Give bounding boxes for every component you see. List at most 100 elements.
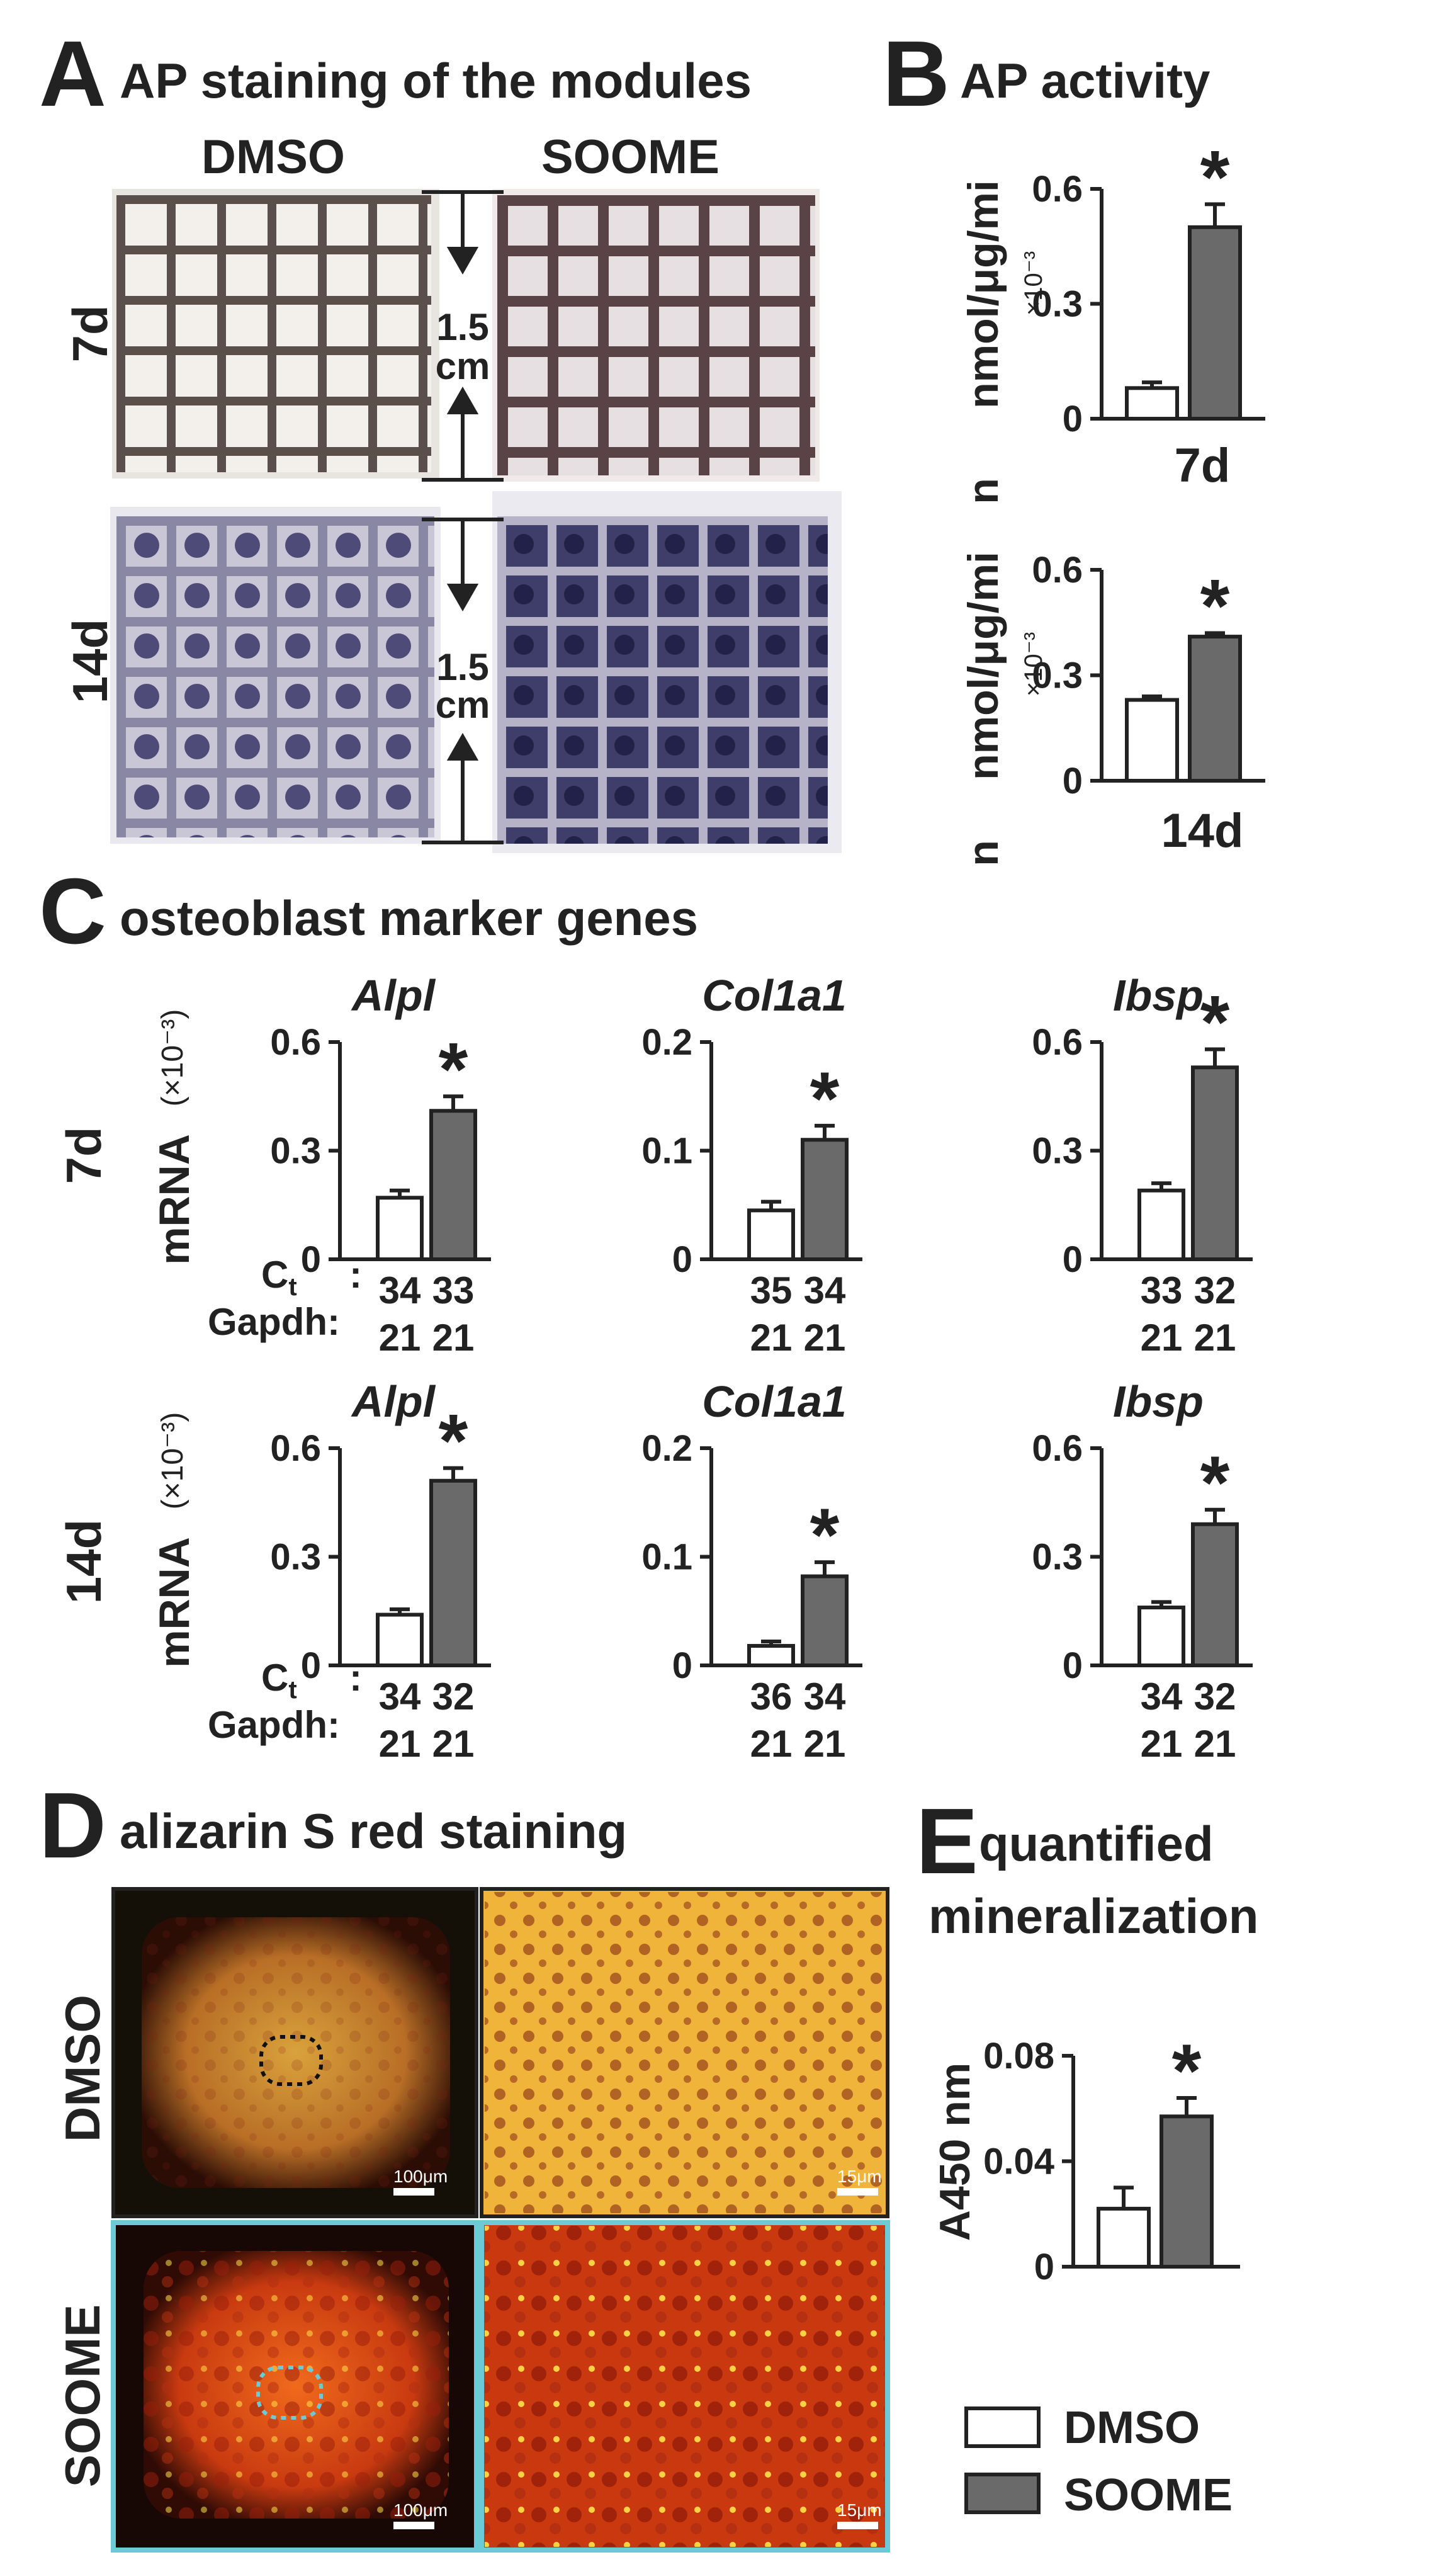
chart-c-14d-alpl: 0 0.3 0.6 *Alpl 34 21 32 21 — [270, 1377, 491, 1765]
gapdh-label-14d: Gapdh: — [208, 1704, 340, 1746]
scalebar-label-dmso-low: 100μm — [393, 2167, 448, 2186]
legend-label-dmso: DMSO — [1064, 2403, 1200, 2453]
module-grid-dmso-7d — [116, 195, 431, 472]
scalebar-soome-high — [837, 2522, 878, 2529]
ct-row-label-7d: Ct : Gapdh: — [208, 1254, 362, 1343]
scalebar-label-soome-high: 15μm — [837, 2500, 882, 2520]
panel-b: B AP activity — [883, 22, 1210, 126]
panel-e-title-line1: quantified — [979, 1816, 1214, 1871]
c-ylabel-7d: mRNA (×10⁻³) — [150, 1009, 198, 1265]
panel-d-title: alizarin S red staining — [120, 1803, 627, 1859]
chart-title: Alpl — [351, 971, 436, 1020]
scale-value-14d: 1.5 — [436, 646, 488, 688]
significance-star: * — [439, 1399, 468, 1483]
bar-dmso — [376, 1196, 424, 1261]
dmso-zoom-region — [259, 2035, 323, 2086]
gapdh-label-7d: Gapdh: — [208, 1301, 340, 1343]
panel-e: E quantified mineralization — [916, 1789, 1258, 1944]
y-tick-label: 0 — [1063, 761, 1083, 802]
gapdh-value: 21 — [432, 1317, 475, 1359]
bar-soome — [429, 1478, 477, 1667]
y-tick-label: 0.3 — [270, 1131, 321, 1172]
chart-title: Col1a1 — [702, 971, 847, 1020]
panel-a: A AP staining of the modules DMSO SOOME … — [39, 22, 842, 853]
significance-star: * — [1172, 2029, 1202, 2113]
chart-title: Alpl — [351, 1377, 436, 1426]
module-grid-soome-14d — [497, 516, 828, 844]
scale-value-7d: 1.5 — [436, 306, 488, 348]
y-tick-label: 0.6 — [270, 1428, 321, 1469]
y-tick-label: 0.3 — [1032, 1537, 1083, 1578]
y-tick-label: 0.6 — [1032, 1022, 1083, 1063]
y-axis-label: nmol/μg/mi — [959, 552, 1007, 780]
y-tick-label: 0.6 — [1032, 550, 1083, 591]
y-tick-label: 0.3 — [270, 1537, 321, 1578]
scalebar-soome-low — [393, 2522, 434, 2529]
panel-d-letter: D — [39, 1774, 106, 1878]
ct-colon-14d: : — [349, 1657, 362, 1699]
bar-soome — [1191, 1065, 1239, 1261]
y-tick-label: 0.08 — [983, 2036, 1054, 2077]
c-ylabel-unit-14d: (×10⁻³) — [156, 1412, 189, 1510]
ct-label-7d: Ct — [261, 1254, 297, 1301]
bar-soome — [1191, 1522, 1239, 1667]
gapdh-value: 21 — [750, 1723, 793, 1765]
chart-c-7d-ibsp: 0 0.3 0.6 *Ibsp 33 21 32 21 — [1032, 971, 1253, 1359]
module-grid-soome-7d — [497, 195, 815, 475]
y-axis-label-cont: n — [959, 840, 1007, 866]
panel-b-title: AP activity — [960, 53, 1210, 108]
ct-value: 32 — [1194, 1269, 1236, 1312]
chart-b-7d: 0 0.3 0.6 * nmol/μg/mi n ×10⁻³ 7d — [959, 135, 1265, 504]
chart-c-14d-ibsp: 0 0.3 0.6 * Ibsp 34 21 32 21 — [1032, 1377, 1253, 1765]
legend-label-soome: SOOME — [1064, 2470, 1233, 2520]
c-row-label-7d: 7d — [56, 1126, 111, 1184]
scalebar-dmso-high — [837, 2188, 878, 2196]
gapdh-value: 21 — [804, 1723, 846, 1765]
row-label-14d: 14d — [62, 619, 118, 703]
x-axis-label: 7d — [1175, 439, 1231, 492]
scalebar-dmso-low — [393, 2188, 434, 2196]
significance-star: * — [1200, 980, 1230, 1065]
panel-e-letter: E — [916, 1789, 978, 1893]
legend: DMSO SOOME — [964, 2403, 1233, 2520]
gapdh-value: 21 — [804, 1317, 846, 1359]
ct-row-label-14d: Ct : Gapdh: — [208, 1657, 362, 1746]
bar-charts: 0 0.3 0.6 * nmol/μg/mi n ×10⁻³ 7d 0 0.3 0.6 * nmol/μ… — [270, 135, 1265, 2287]
gapdh-value: 21 — [1141, 1723, 1183, 1765]
ct-value: 33 — [432, 1269, 475, 1312]
y-tick-label: 0 — [1063, 399, 1083, 439]
ct-value: 36 — [750, 1675, 793, 1718]
soome-zoom-region — [256, 2366, 323, 2420]
ct-value: 32 — [1194, 1675, 1236, 1718]
c-ylabel-14d: mRNA (×10⁻³) — [150, 1412, 198, 1668]
y-tick-label: 0.6 — [270, 1022, 321, 1063]
significance-star: * — [439, 1027, 468, 1111]
significance-star: * — [1200, 1441, 1230, 1525]
chart-c-7d-col1a1: 0 0.1 0.2 * Col1a1 35 21 34 21 — [641, 971, 862, 1359]
bar-dmso — [376, 1613, 424, 1667]
significance-star: * — [1200, 564, 1230, 649]
panel-c: C osteoblast marker genes 7d 14d mRNA (×… — [39, 859, 698, 1746]
ct-value: 34 — [1141, 1675, 1183, 1718]
ct-value: 34 — [379, 1675, 421, 1718]
ct-value: 34 — [804, 1675, 846, 1718]
panel-a-title: AP staining of the modules — [120, 53, 752, 108]
y-tick-label: 0 — [301, 1239, 321, 1280]
chart-title: Col1a1 — [702, 1377, 847, 1426]
gapdh-value: 21 — [1194, 1723, 1236, 1765]
ct-value: 35 — [750, 1269, 793, 1312]
gapdh-value: 21 — [379, 1317, 421, 1359]
chart-b-14d: 0 0.3 0.6 * nmol/μg/mi n ×10⁻³ 14d — [959, 550, 1265, 866]
scale-arrow-7d — [422, 190, 504, 482]
ct-value: 32 — [432, 1675, 475, 1718]
scalebar-label-dmso-high: 15μm — [837, 2167, 882, 2186]
scale-unit-14d: cm — [436, 684, 490, 726]
panel-d: D alizarin S red staining DMSO SOOME 100… — [39, 1774, 890, 2553]
ct-value: 33 — [1141, 1269, 1183, 1312]
y-tick-label: 0.04 — [983, 2141, 1054, 2182]
y-axis-label: nmol/μg/mi — [959, 180, 1007, 409]
bar-soome — [801, 1138, 849, 1261]
ct-value: 34 — [379, 1269, 421, 1312]
y-axis-label-cont: n — [959, 478, 1007, 504]
panel-e-title-line2: mineralization — [928, 1888, 1258, 1944]
